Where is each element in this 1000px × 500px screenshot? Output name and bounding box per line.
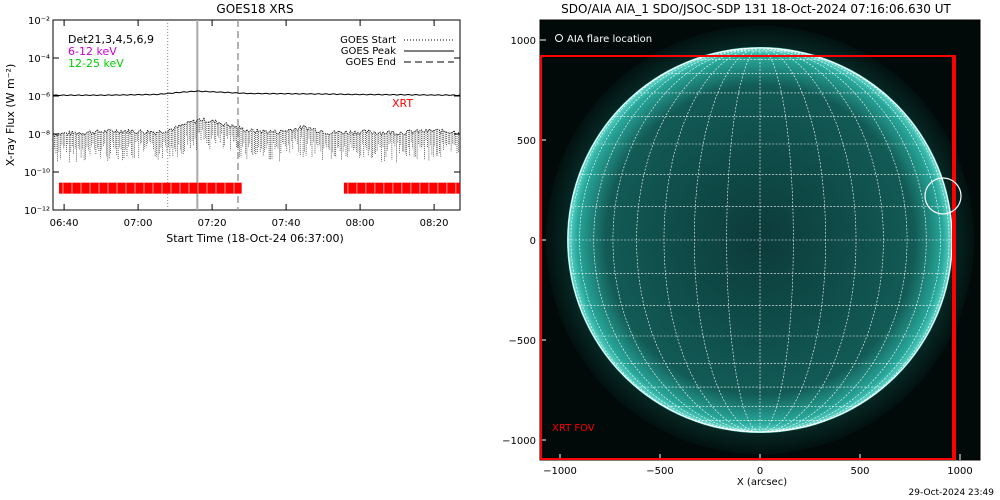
- aia-x-tick-label: −500: [646, 466, 673, 477]
- goes-short-channel-line: [52, 116, 461, 137]
- goes-x-tick-label: 07:20: [198, 218, 227, 229]
- longitude-line: [726, 47, 761, 433]
- heliographic-grid: [567, 47, 953, 433]
- goes-short-channel-noise: [52, 117, 461, 163]
- xrt-fov-label: XRT FOV: [552, 423, 595, 434]
- aia-x-tick-label: 500: [850, 466, 869, 477]
- xrt-label: XRT: [392, 97, 413, 110]
- flare-legend-label: AIA flare location: [567, 34, 652, 45]
- goes-y-tick-label: 10⁻⁴: [28, 54, 50, 65]
- solar-disk: [567, 47, 953, 433]
- xrt-coverage-bar: [59, 182, 242, 194]
- goes-y-tick-label: 10⁻¹²: [24, 206, 50, 217]
- longitude-line: [759, 47, 908, 433]
- aia-title: SDO/AIA AIA_1 SDO/JSOC-SDP 131 18-Oct-20…: [561, 2, 951, 16]
- goes-legend: GOES Start GOES Peak GOES End: [340, 35, 454, 68]
- goes-x-tick-label: 06:40: [50, 218, 79, 229]
- goes-plot-frame: [52, 19, 461, 211]
- longitude-line: [579, 47, 761, 433]
- aia-x-tick-label: 0: [757, 466, 763, 477]
- longitude-line: [759, 47, 950, 433]
- longitude-line: [759, 47, 884, 433]
- longitude-line: [593, 47, 761, 433]
- aia-y-tick-label: −500: [509, 336, 536, 347]
- aia-xlabel: X (arcsec): [737, 477, 787, 488]
- longitude-line: [694, 47, 761, 433]
- goes-y-tick-label: 10⁻²: [28, 16, 50, 27]
- goes-xrs-plot: GOES18 XRS 10⁻¹² 10⁻¹⁰ 10⁻⁸ 10⁻⁶ 10⁻⁴ 10⁻² 06…: [4, 2, 461, 245]
- longitude-line: [663, 47, 761, 433]
- goes-y-tick-label: 10⁻¹⁰: [24, 168, 50, 179]
- goes-series: [52, 90, 461, 163]
- longitude-line: [636, 47, 761, 433]
- energy-label-high: 12-25 keV: [68, 57, 124, 70]
- aia-y-tick-label: 0: [530, 236, 536, 247]
- legend-peak-label: GOES Peak: [341, 46, 396, 57]
- aia-x-tick-label: −1000: [543, 466, 577, 477]
- flare-legend-icon: [555, 34, 563, 42]
- xrt-coverage: [59, 182, 460, 194]
- longitude-line: [759, 47, 826, 433]
- aia-y-tick-label: 500: [517, 136, 536, 147]
- longitude-line: [759, 47, 794, 433]
- det-label: Det21,3,4,5,6,9: [68, 33, 154, 46]
- goes-event-markers: [167, 20, 239, 210]
- longitude-line: [612, 47, 761, 433]
- longitude-line: [759, 47, 941, 433]
- aia-axes: −1000 −500 0 500 1000 −1000 −500 0 500 1000: [502, 36, 973, 477]
- goes-y-tick-label: 10⁻⁶: [28, 92, 50, 103]
- goes-ylabel: X-ray Flux (W m⁻²): [4, 64, 17, 166]
- legend-start-label: GOES Start: [340, 35, 396, 46]
- goes-x-tick-label: 07:40: [272, 218, 301, 229]
- aia-image-plot: SDO/AIA AIA_1 SDO/JSOC-SDP 131 18-Oct-20…: [502, 2, 981, 488]
- goes-x-tick-label: 08:00: [346, 218, 375, 229]
- longitude-line: [759, 47, 857, 433]
- legend-end-label: GOES End: [346, 57, 396, 68]
- aia-y-tick-label: −1000: [502, 436, 536, 447]
- goes-x-tick-label: 08:20: [420, 218, 449, 229]
- aia-x-tick-label: 1000: [947, 466, 972, 477]
- goes-x-tick-label: 07:00: [124, 218, 153, 229]
- longitude-line: [759, 47, 927, 433]
- goes-long-channel-line: [52, 90, 461, 97]
- goes-y-axis: 10⁻¹² 10⁻¹⁰ 10⁻⁸ 10⁻⁶ 10⁻⁴ 10⁻²: [24, 16, 460, 217]
- energy-label-low: 6-12 keV: [68, 45, 117, 58]
- goes-y-tick-label: 10⁻⁸: [28, 130, 50, 141]
- aia-y-tick-label: 1000: [511, 36, 536, 47]
- longitude-line: [570, 47, 761, 433]
- flare-location-marker: [924, 177, 962, 215]
- goes-plot-title: GOES18 XRS: [216, 2, 293, 16]
- goes-x-axis: 06:40 07:00 07:20 07:40 08:00 08:20: [50, 20, 449, 229]
- goes-xlabel: Start Time (18-Oct-24 06:37:00): [166, 232, 344, 245]
- timestamp-footer: 29-Oct-2024 23:49: [908, 488, 994, 498]
